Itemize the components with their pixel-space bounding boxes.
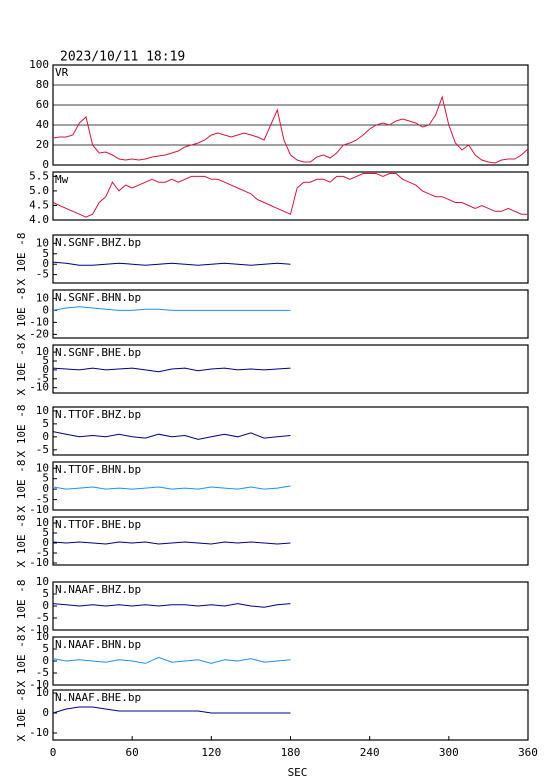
y-axis-label: X 10E -8 [15,689,28,742]
y-tick-label: 5 [42,526,49,539]
y-axis-label: X 10E -8 [15,405,28,458]
y-tick-label: 0 [42,303,49,316]
y-tick-label: 5 [42,587,49,600]
trace [52,603,291,608]
y-tick-label: -5 [36,443,49,456]
panel-label: N.TTOF.BHZ.bp [55,408,141,421]
y-tick-label: 5 [42,354,49,367]
y-tick-label: 5 [42,642,49,655]
y-axis-label: X 10E -8 [15,288,28,341]
y-tick-label: 10 [36,236,49,249]
y-tick-label: 0 [42,363,49,376]
x-axis-label: SEC [288,766,308,779]
panel-label: N.NAAF.BHE.bp [55,691,141,704]
x-tick-label: 120 [201,746,221,759]
y-tick-label: -5 [36,493,49,506]
y-tick-label: 80 [36,78,49,91]
x-tick-label: 240 [360,746,380,759]
panel-label: N.SGNF.BHZ.bp [55,236,141,249]
y-tick-label: 5 [42,247,49,260]
trace [52,656,291,664]
trace [52,706,291,714]
trace [52,306,291,311]
panel-label: VR [55,66,69,79]
panel-frame [52,234,529,284]
panel-frame [52,516,529,566]
y-tick-label: 40 [36,118,49,131]
panel-label: N.NAAF.BHZ.bp [55,583,141,596]
trace [52,95,529,164]
y-tick-label: -10 [29,503,49,516]
y-tick-label: 5.5 [29,169,49,182]
x-tick-label: 0 [50,746,57,759]
x-tick-label: 300 [439,746,459,759]
y-tick-label: -20 [29,327,49,340]
y-tick-label: 10 [36,686,49,699]
y-tick-label: 4.5 [29,198,49,211]
y-tick-label: 0 [42,654,49,667]
y-tick-label: 0 [42,257,49,270]
y-tick-label: -5 [36,546,49,559]
y-axis-label: X 10E -8 [15,460,28,513]
y-tick-label: 0 [42,482,49,495]
y-tick-label: 10 [36,630,49,643]
y-tick-label: -10 [29,623,49,636]
y-axis-label: X 10E -8 [15,233,28,286]
y-tick-label: -10 [29,556,49,569]
y-tick-label: -5 [36,372,49,385]
y-tick-label: 10 [36,461,49,474]
y-tick-label: 4.0 [29,213,49,226]
y-tick-label: 10 [36,516,49,529]
y-tick-label: 5 [42,472,49,485]
y-axis-label: X 10E -8 [15,635,28,688]
panel-frame [52,64,529,166]
y-axis-label: X 10E -8 [15,343,28,396]
x-tick-label: 360 [518,746,538,759]
y-tick-label: -5 [36,611,49,624]
panel-frame [52,406,529,456]
y-tick-label: 60 [36,98,49,111]
trace [52,541,291,545]
y-tick-label: 0 [42,706,49,719]
y-tick-label: 5.0 [29,184,49,197]
panel-label: Mw [55,173,69,186]
y-tick-label: 10 [36,345,49,358]
y-tick-label: -10 [29,726,49,739]
panel-frame [52,289,529,339]
x-tick-label: 60 [126,746,139,759]
y-tick-label: 0 [42,536,49,549]
panel-label: N.TTOF.BHN.bp [55,463,141,476]
y-axis-label: X 10E -8 [15,515,28,568]
trace [52,367,291,373]
y-tick-label: 5 [42,417,49,430]
y-tick-label: 10 [36,291,49,304]
panel-frame [52,461,529,511]
panel-label: N.TTOF.BHE.bp [55,518,141,531]
panel-frame [52,171,529,221]
panel-label: N.SGNF.BHN.bp [55,291,141,304]
y-tick-label: -10 [29,381,49,394]
y-tick-label: 100 [29,58,49,71]
trace [52,431,291,440]
panel-frame [52,344,529,394]
trace [52,485,291,490]
panel-label: N.NAAF.BHN.bp [55,638,141,651]
y-tick-label: 10 [36,404,49,417]
y-tick-label: -10 [29,678,49,691]
y-tick-label: 0 [42,599,49,612]
trace [52,261,291,266]
y-tick-label: 0 [42,430,49,443]
y-tick-label: -5 [36,268,49,281]
y-tick-label: 0 [42,158,49,171]
y-tick-label: 10 [36,575,49,588]
y-tick-label: -10 [29,315,49,328]
chart-title: 2023/10/11 18:19 [60,50,185,65]
panel-label: N.SGNF.BHE.bp [55,346,141,359]
y-tick-label: -5 [36,666,49,679]
y-tick-label: 20 [36,138,49,151]
y-axis-label: X 10E -8 [15,580,28,633]
x-tick-label: 180 [281,746,301,759]
trace [52,173,528,218]
